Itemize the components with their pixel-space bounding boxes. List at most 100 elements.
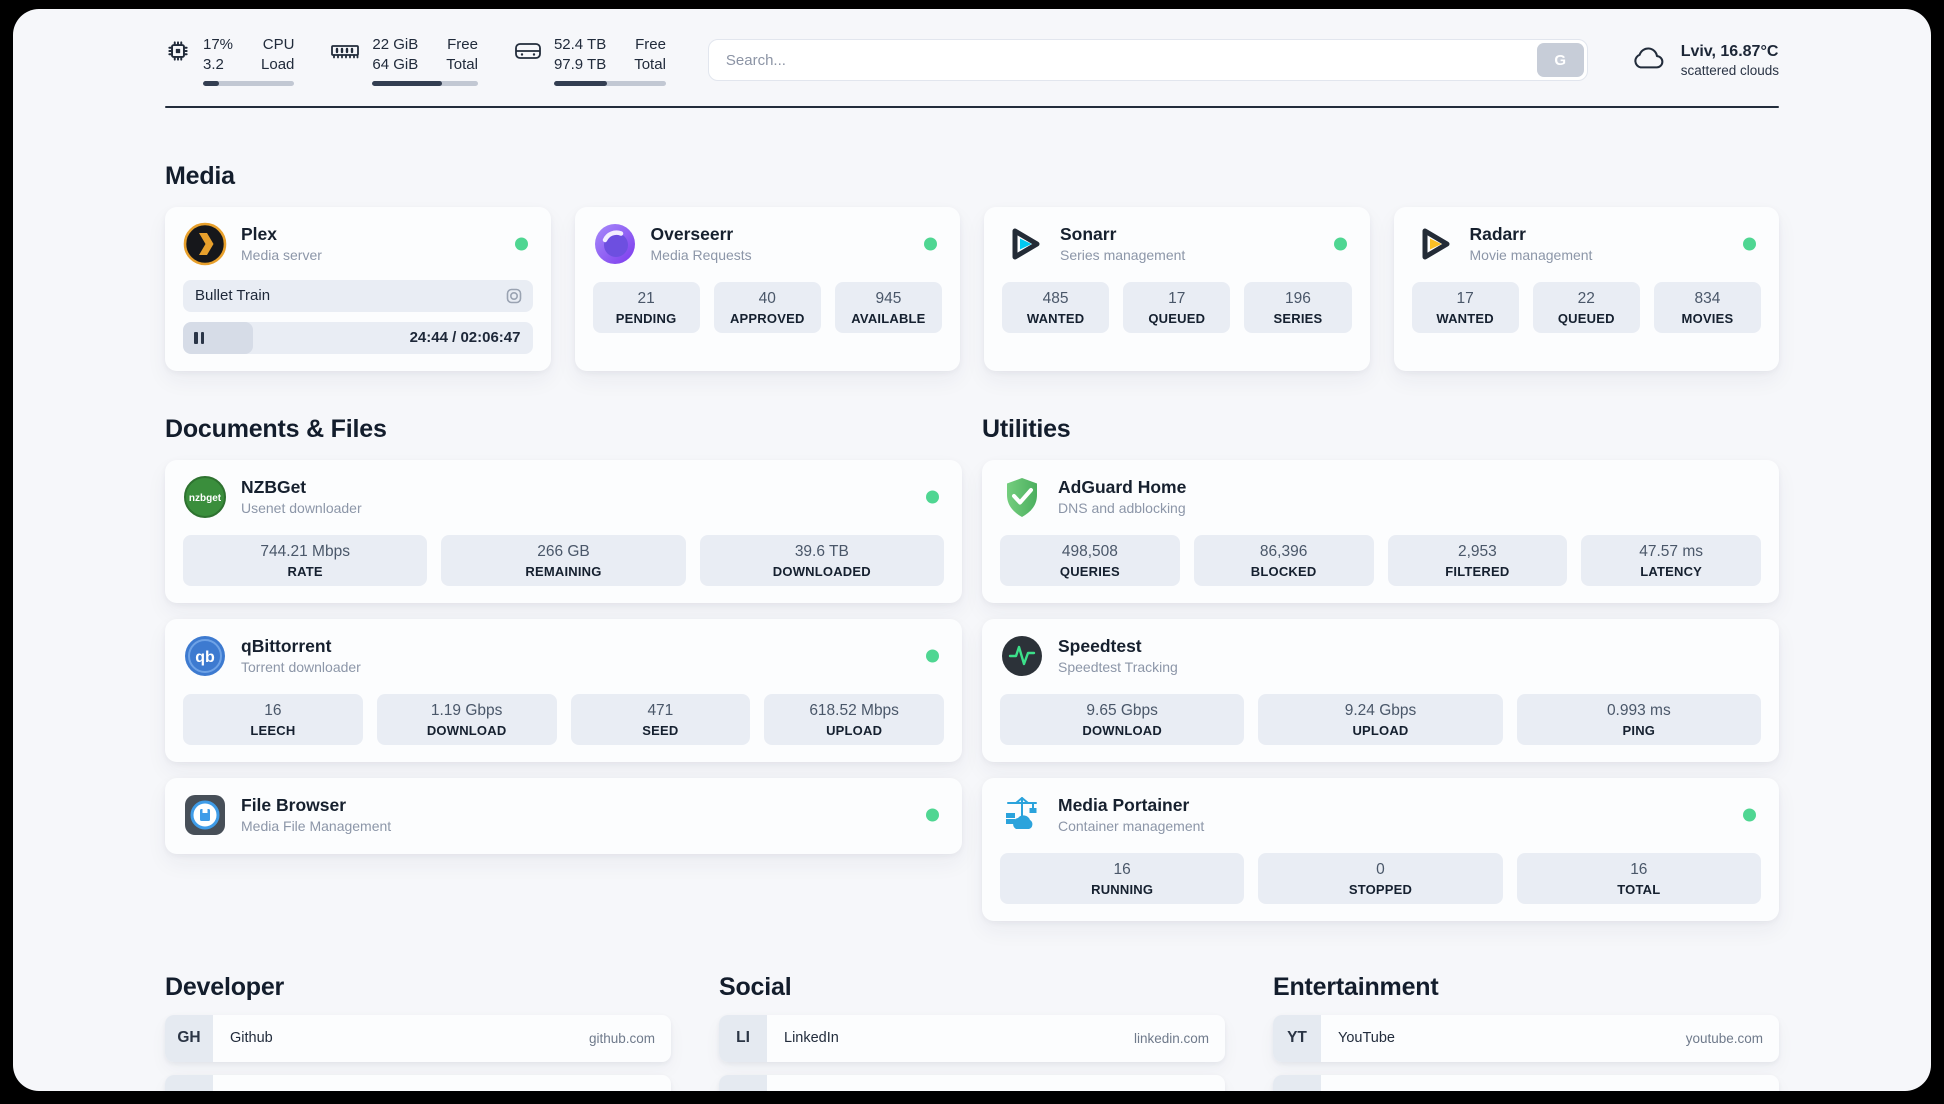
app-name: Overseerr [650, 224, 734, 244]
app-card-sonarr[interactable]: Sonarr Series management 485 WANTED 17 Q… [984, 206, 1370, 371]
stat-seed: 471 SEED [570, 693, 751, 745]
player-session-icon [505, 287, 523, 305]
netflix-icon: NF [1273, 1074, 1321, 1091]
topbar: 17% 3.2 CPU Load [165, 35, 1779, 86]
app-name: Radarr [1469, 224, 1526, 244]
cpu-load-value: 3.2 [203, 56, 224, 74]
stat-leech: 16 LEECH [183, 693, 363, 745]
portainer-icon [1000, 793, 1044, 837]
link-netflix[interactable]: NF Netflix netflix.com [1273, 1074, 1779, 1091]
stackoverflow-icon: SO [165, 1074, 213, 1091]
weather-condition: scattered clouds [1680, 62, 1779, 78]
ram-icon [330, 38, 360, 69]
app-name: File Browser [241, 795, 347, 815]
link-linkedin[interactable]: LI LinkedIn linkedin.com [719, 1014, 1225, 1062]
status-online-dot [514, 237, 528, 250]
status-online-dot [926, 649, 939, 662]
disk-stat: 52.4 TB 97.9 TB Free Total [514, 35, 666, 86]
link-github[interactable]: GH Github github.com [165, 1014, 671, 1062]
stat-wanted: 17 WANTED [1411, 281, 1519, 333]
app-card-radarr[interactable]: Radarr Movie management 17 WANTED 22 QUE… [1393, 206, 1779, 371]
app-card-portainer[interactable]: Media Portainer Container management 16 … [982, 777, 1779, 921]
status-online-dot [1743, 808, 1756, 821]
stat-available: 945 AVAILABLE [834, 281, 943, 333]
status-online-dot [926, 490, 939, 503]
link-twitter[interactable]: TW Twitter twitter.com [719, 1074, 1225, 1091]
stat-download: 9.65 Gbps DOWNLOAD [1000, 693, 1245, 745]
link-youtube[interactable]: YT YouTube youtube.com [1273, 1014, 1779, 1062]
utilities-column: Utilities [982, 415, 1779, 921]
stat-movies: 834 MOVIES [1653, 281, 1762, 333]
stat-remaining: 266 GB REMAINING [441, 534, 686, 586]
app-card-filebrowser[interactable]: File Browser Media File Management [165, 777, 962, 854]
stat-downloaded: 39.6 TB DOWNLOADED [699, 534, 944, 586]
app-card-nzbget[interactable]: nzbget NZBGet Usenet downloader 744.21 M… [165, 459, 962, 603]
app-name: Speedtest [1058, 636, 1142, 656]
disk-total-value: 97.9 TB [553, 56, 607, 74]
stat-queued: 22 QUEUED [1532, 281, 1640, 333]
stat-filtered: 2,953 FILTERED [1387, 534, 1568, 586]
app-card-adguard[interactable]: AdGuard Home DNS and adblocking 498,508 … [982, 459, 1779, 603]
playback-progress-bar[interactable]: 24:44 / 02:06:47 [183, 321, 533, 354]
link-section-developer: Developer GH Github github.com SO StackO… [165, 973, 671, 1091]
media-cards-row: Plex Media server Bullet Train [165, 206, 1779, 371]
stat-pending: 21 PENDING [592, 281, 700, 333]
app-description: Usenet downloader [241, 500, 362, 516]
app-description: DNS and adblocking [1058, 500, 1186, 516]
app-name: Media Portainer [1058, 795, 1190, 815]
playback-time: 24:44 / 02:06:47 [409, 329, 521, 346]
cpu-usage-value: 17% [203, 36, 234, 53]
status-online-dot [1333, 237, 1347, 250]
app-card-plex[interactable]: Plex Media server Bullet Train [165, 206, 551, 371]
qbittorrent-icon: qb [183, 634, 227, 678]
overseerr-icon [593, 222, 637, 266]
stat-stopped: 0 STOPPED [1258, 852, 1503, 904]
cpu-icon [165, 38, 191, 69]
cpu-stat: 17% 3.2 CPU Load [165, 35, 295, 86]
stat-approved: 40 APPROVED [713, 281, 821, 333]
plex-icon [183, 222, 227, 266]
app-name: qBittorrent [241, 636, 332, 656]
search-engine-button[interactable]: G [1536, 43, 1584, 78]
radarr-icon [1412, 222, 1456, 266]
sonarr-icon [1002, 222, 1046, 266]
stat-ping: 0.993 ms PING [1516, 693, 1761, 745]
stat-upload: 618.52 Mbps UPLOAD [764, 693, 944, 745]
youtube-icon: YT [1273, 1014, 1321, 1062]
ram-free-label: Free [447, 36, 478, 53]
stat-wanted: 485 WANTED [1002, 281, 1110, 333]
stat-rate: 744.21 Mbps RATE [183, 534, 428, 586]
app-card-qbittorrent[interactable]: qb qBittorrent Torrent downloader 16 LEE… [165, 618, 962, 762]
disk-icon [514, 38, 542, 69]
section-title-documents: Documents & Files [165, 414, 387, 443]
filebrowser-icon [183, 793, 227, 837]
stat-queued: 17 QUEUED [1123, 281, 1231, 333]
app-card-speedtest[interactable]: Speedtest Speedtest Tracking 9.65 Gbps D… [982, 618, 1779, 762]
disk-free-value: 52.4 TB [553, 36, 607, 53]
stat-latency: 47.57 ms LATENCY [1581, 534, 1761, 586]
header-divider [165, 105, 1779, 108]
app-name: Sonarr [1060, 224, 1117, 244]
stat-total: 16 TOTAL [1516, 852, 1761, 904]
cpu-usage-label: CPU [262, 36, 295, 53]
stat-download: 1.19 Gbps DOWNLOAD [376, 693, 557, 745]
link-stackoverflow[interactable]: SO StackOverflow stackoverflow.com [165, 1074, 671, 1091]
cpu-progress-bar [203, 80, 295, 86]
status-online-dot [924, 237, 937, 250]
link-section-entertainment: Entertainment YT YouTube youtube.com NF … [1273, 973, 1779, 1091]
ram-total-label: Total [446, 56, 478, 74]
app-description: Media Requests [650, 247, 752, 263]
app-description: Media server [241, 247, 322, 263]
ram-free-value: 22 GiB [372, 36, 419, 53]
app-card-overseerr[interactable]: Overseerr Media Requests 21 PENDING 40 A… [574, 206, 960, 371]
ram-total-value: 64 GiB [372, 56, 419, 74]
stat-queries: 498,508 QUERIES [1000, 534, 1180, 586]
disk-progress-bar [553, 80, 666, 86]
search-bar: G [707, 39, 1588, 82]
weather-location: Lviv, 16.87°C [1680, 42, 1779, 60]
pause-icon[interactable] [194, 331, 204, 344]
now-playing-row[interactable]: Bullet Train [183, 279, 533, 312]
dashboard-panel: 17% 3.2 CPU Load [13, 9, 1931, 1091]
search-input[interactable] [711, 51, 1537, 69]
weather-widget[interactable]: Lviv, 16.87°C scattered clouds [1630, 43, 1779, 78]
